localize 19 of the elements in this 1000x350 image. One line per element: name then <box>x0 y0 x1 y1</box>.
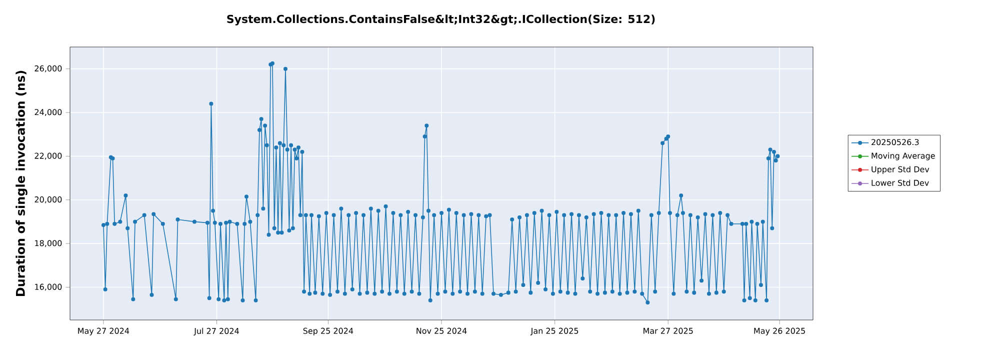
x-tick-label: May 27 2024 <box>78 328 130 336</box>
chart-title: System.Collections.ContainsFalse&lt;Int32&gt;.ICollection(Size: 512) <box>227 14 655 26</box>
legend-label: 20250526.3 <box>872 139 919 146</box>
legend-label: Moving Average <box>872 152 935 160</box>
legend-label: Lower Std Dev <box>872 180 929 186</box>
x-tick-label: Jan 25 2025 <box>530 328 578 336</box>
y-tick-label: 16,000 <box>35 284 62 291</box>
x-tick-label: Jul 27 2024 <box>194 328 239 336</box>
x-tick-label: Sep 25 2024 <box>303 328 354 336</box>
y-tick-label: 24,000 <box>34 109 62 116</box>
x-tick-label: May 26 2025 <box>754 328 805 336</box>
y-tick-label: 18,000 <box>35 240 62 247</box>
y-tick-label: 20,000 <box>34 196 62 204</box>
x-tick-label: Nov 25 2024 <box>416 328 467 334</box>
x-tick-label: Mar 27 2025 <box>644 328 693 334</box>
y-tick-label: 26,000 <box>34 65 62 72</box>
y-tick-label: 22,000 <box>34 152 62 160</box>
y-axis-title: Duration of single invocation (ns) <box>16 70 28 296</box>
legend-label: Upper Std Dev <box>872 166 930 174</box>
